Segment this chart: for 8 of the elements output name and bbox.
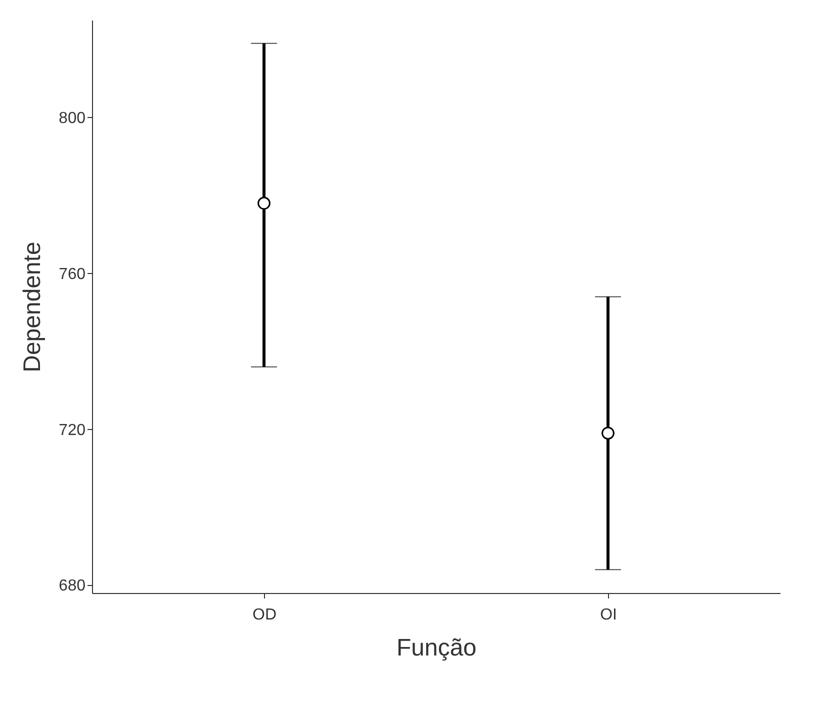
y-tick-label: 800: [58, 110, 86, 127]
y-axis-title: Dependente: [18, 242, 46, 372]
x-tick-label: OI: [600, 606, 617, 624]
x-tick-label: OD: [252, 606, 276, 624]
x-axis-title: Função: [396, 634, 477, 662]
y-tick-label: 760: [58, 266, 86, 283]
y-tick-label: 680: [58, 578, 86, 595]
y-tick-label: 720: [58, 422, 86, 439]
